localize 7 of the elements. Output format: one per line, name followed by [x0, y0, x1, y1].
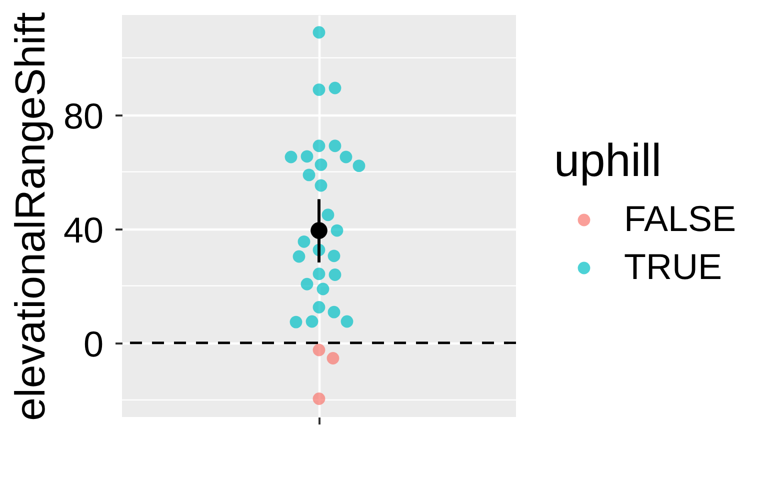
legend-label: TRUE	[624, 246, 722, 287]
y-tick-label: 0	[83, 323, 104, 364]
y-axis-title: elevationalRangeShift	[6, 12, 54, 421]
y-tick-label: 40	[63, 209, 104, 250]
y-tick-label: 80	[63, 95, 104, 136]
legend-label: FALSE	[624, 198, 736, 239]
legend-title: uphill	[554, 134, 662, 186]
